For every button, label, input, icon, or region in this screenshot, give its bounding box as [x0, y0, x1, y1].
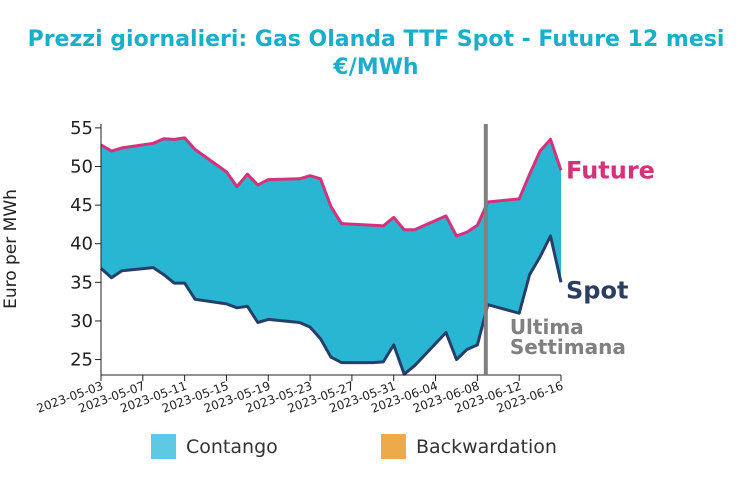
legend: Contango Backwardation: [151, 434, 557, 459]
chart-subtitle: €/MWh: [332, 55, 418, 80]
series-label-spot: Spot: [566, 276, 628, 304]
last-week-label-1: Ultima: [510, 315, 584, 339]
contango-fill-layer: [101, 137, 561, 375]
y-tick-label: 50: [70, 156, 93, 177]
y-tick-label: 55: [70, 118, 93, 139]
x-ticks: 2023-05-032023-05-072023-05-112023-05-15…: [35, 375, 565, 416]
legend-label-backwardation: Backwardation: [416, 436, 557, 458]
y-tick-label: 30: [70, 311, 93, 332]
series-label-future: Future: [566, 156, 655, 184]
y-axis-label: Euro per MWh: [1, 189, 21, 309]
y-tick-label: 25: [70, 350, 93, 371]
y-tick-label: 40: [70, 234, 93, 255]
y-tick-label: 35: [70, 272, 93, 293]
last-week-label-2: Settimana: [510, 335, 626, 359]
legend-swatch-backwardation: [381, 434, 406, 459]
legend-label-contango: Contango: [186, 436, 278, 458]
chart-title: Prezzi giornalieri: Gas Olanda TTF Spot …: [28, 27, 725, 52]
legend-swatch-contango: [151, 434, 176, 459]
y-tick-label: 45: [70, 195, 93, 216]
y-ticks: 25 30 35 40 45 50 55: [70, 118, 101, 371]
contango-area: [101, 137, 561, 375]
